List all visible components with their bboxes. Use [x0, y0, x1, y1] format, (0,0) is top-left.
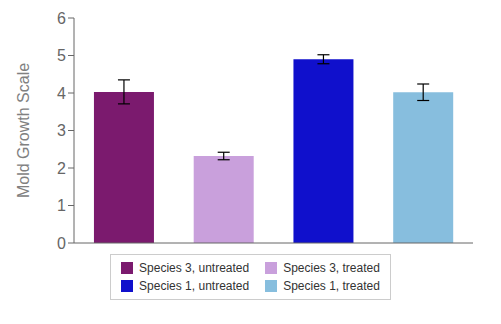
svg-text:3: 3: [57, 122, 66, 139]
svg-text:0: 0: [57, 235, 66, 252]
html-text:Species 1, untreated: Species 1, untreated: [139, 279, 250, 293]
svg-text:4: 4: [57, 85, 66, 102]
html-text:Species 1, treated: Species 1, treated: [283, 279, 380, 293]
svg-text:6: 6: [57, 10, 66, 27]
svg-text:1: 1: [57, 197, 66, 214]
svg-text:5: 5: [57, 47, 66, 64]
html-text:Species 3, untreated: Species 3, untreated: [139, 261, 250, 275]
html-text:Species 3, treated: Species 3, treated: [283, 261, 380, 275]
svg-text:Mold Growth Scale: Mold Growth Scale: [15, 63, 32, 198]
svg-text:2: 2: [57, 160, 66, 177]
